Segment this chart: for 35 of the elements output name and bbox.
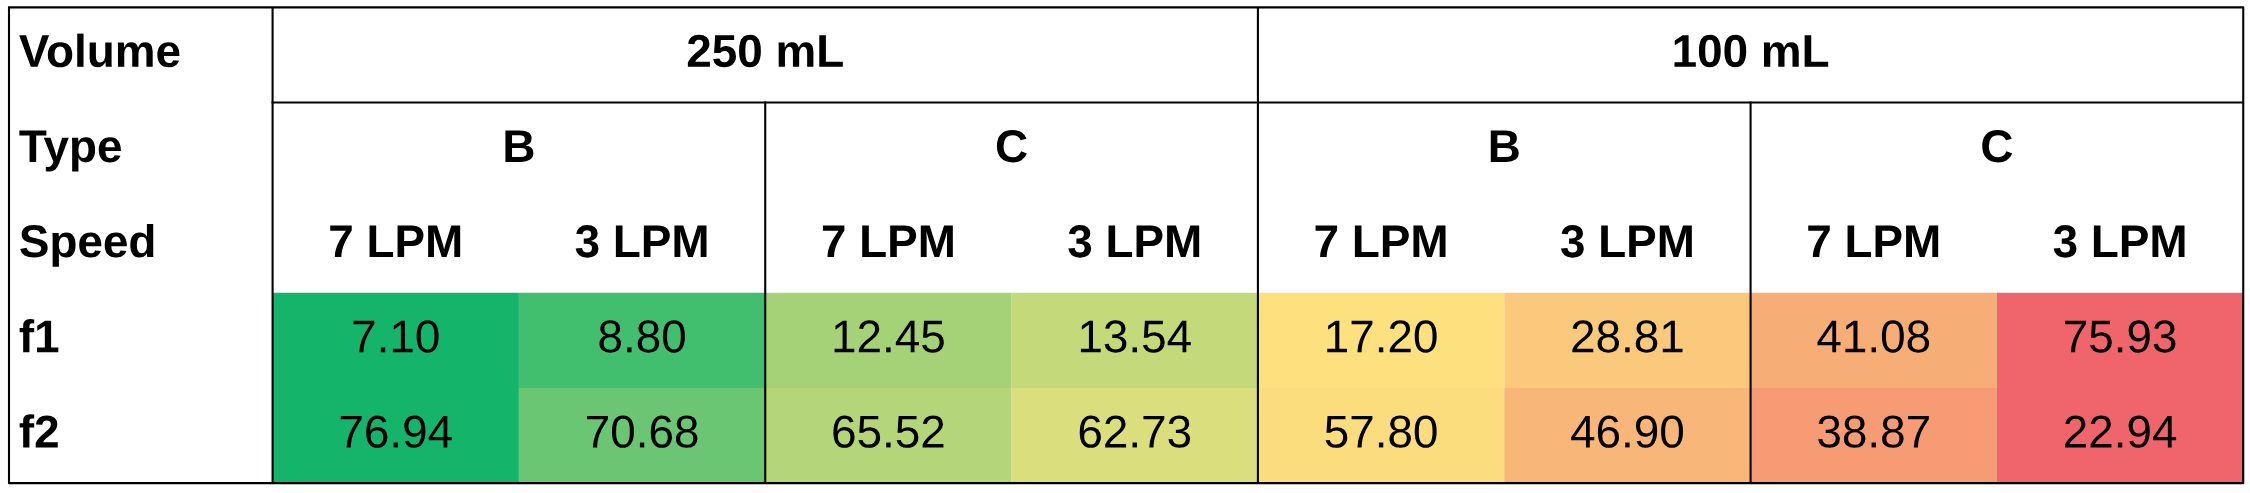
text: C [1982,129,2013,163]
text: C [996,129,1027,163]
data-label: 12.45 [834,320,944,353]
x-tick-label: 3 LPM [575,225,707,258]
data-label: 57.80 [1325,415,1437,448]
text: Type [19,130,121,172]
text: Volume [19,33,180,68]
y-tick-label: f2 [19,414,58,448]
data-label: 13.54 [1080,320,1191,353]
text: Speed [20,223,154,267]
y-tick-label: f1 [19,319,59,353]
data-label: 46.90 [1571,415,1683,448]
text: B [505,130,534,162]
data-label: 75.93 [2065,320,2176,353]
data-label: 70.68 [587,415,698,448]
text: 100 mL [1674,34,1829,68]
x-tick-label: 3 LPM [1560,225,1692,258]
x-tick-label: 7 LPM [1808,225,1939,258]
text: 250 mL [687,34,843,68]
text: B [1490,130,1519,162]
data-label: 28.81 [1572,320,1683,353]
x-tick-label: 7 LPM [822,225,953,258]
data-label: 17.20 [1327,320,1437,353]
data-label: 22.94 [2065,415,2177,448]
data-label: 41.08 [1817,320,1930,353]
x-tick-label: 7 LPM [330,225,461,258]
data-label: 62.73 [1079,415,1191,448]
data-label: 8.80 [599,320,685,353]
data-label: 76.94 [340,415,452,448]
x-tick-label: 3 LPM [1068,225,1200,258]
data-label: 7.10 [353,320,439,353]
x-tick-label: 7 LPM [1315,225,1446,258]
x-tick-label: 3 LPM [2053,225,2185,258]
data-label: 65.52 [833,415,944,448]
data-label: 38.87 [1818,415,1929,448]
